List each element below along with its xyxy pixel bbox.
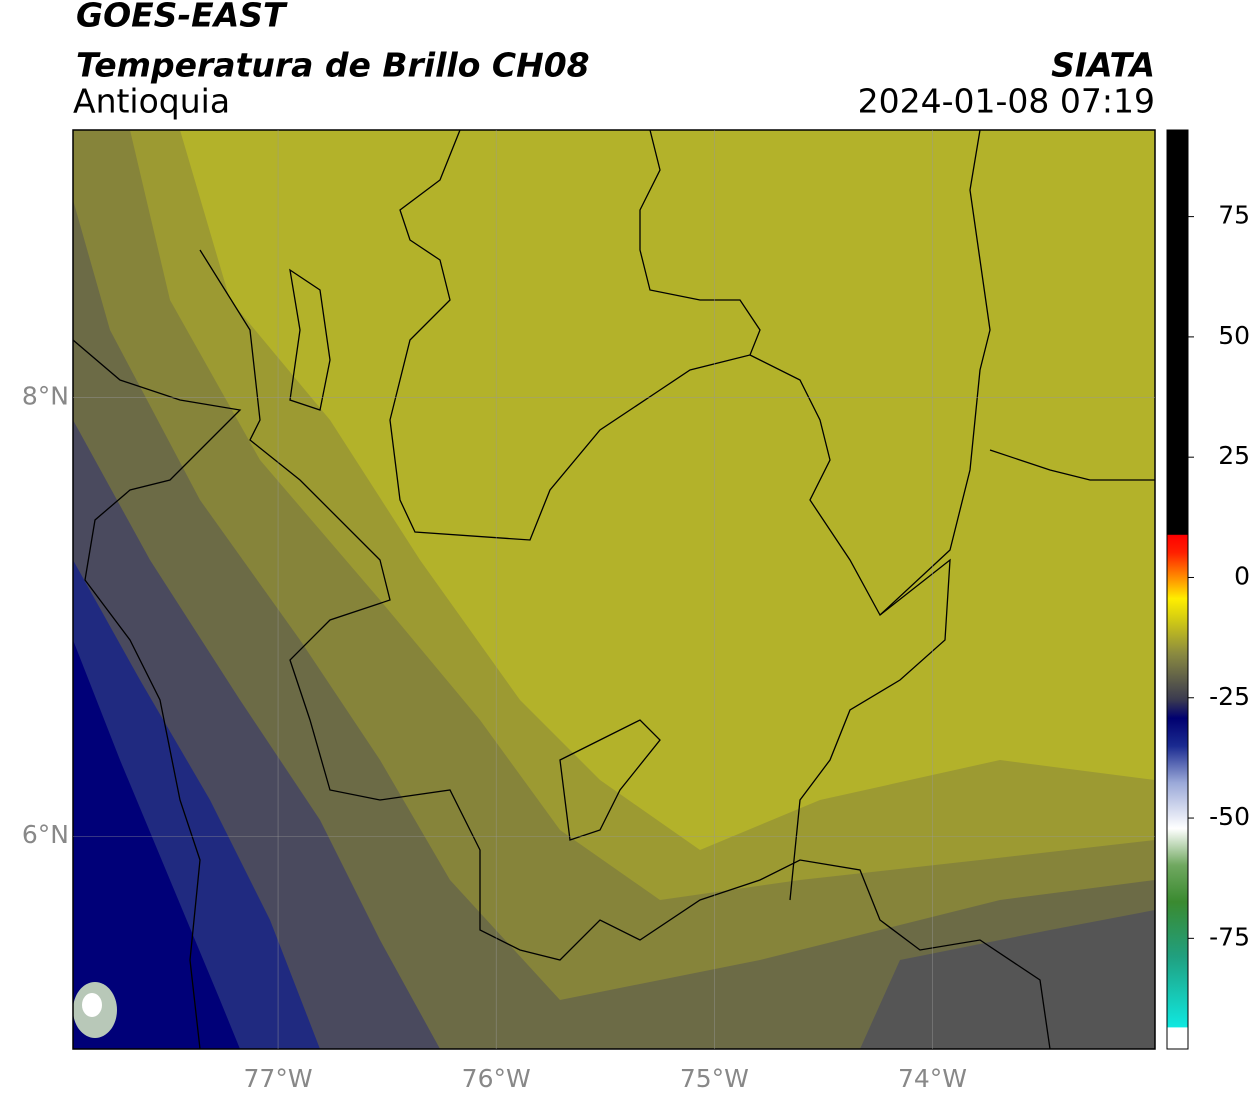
map-frame — [72, 129, 1156, 1050]
product-title: Temperatura de Brillo CH08 — [76, 46, 590, 85]
colorbar-tick-label: 50 — [1218, 321, 1250, 350]
colorbar-tick-label: -25 — [1209, 682, 1250, 711]
colorbar-tick-label: -75 — [1209, 922, 1250, 951]
x-tick-label: 75°W — [680, 1064, 749, 1093]
x-tick-label: 74°W — [898, 1064, 967, 1093]
satellite-title: GOES-EAST — [76, 0, 288, 35]
colorbar — [1166, 129, 1189, 1050]
y-tick-label: 6°N — [22, 820, 69, 849]
datetime-label: 2024-01-08 07:19 — [858, 82, 1155, 121]
colorbar-tick-label: -50 — [1209, 802, 1250, 831]
source-label: SIATA — [1051, 46, 1155, 85]
colorbar-tick-label: 0 — [1234, 561, 1250, 590]
region-label: Antioquia — [73, 82, 230, 121]
x-tick-label: 77°W — [244, 1064, 313, 1093]
x-tick-label: 76°W — [462, 1064, 531, 1093]
colorbar-tick-label: 25 — [1218, 441, 1250, 470]
y-tick-label: 8°N — [22, 382, 69, 411]
map-image — [73, 130, 1155, 1049]
colorbar-tick-label: 75 — [1218, 201, 1250, 230]
